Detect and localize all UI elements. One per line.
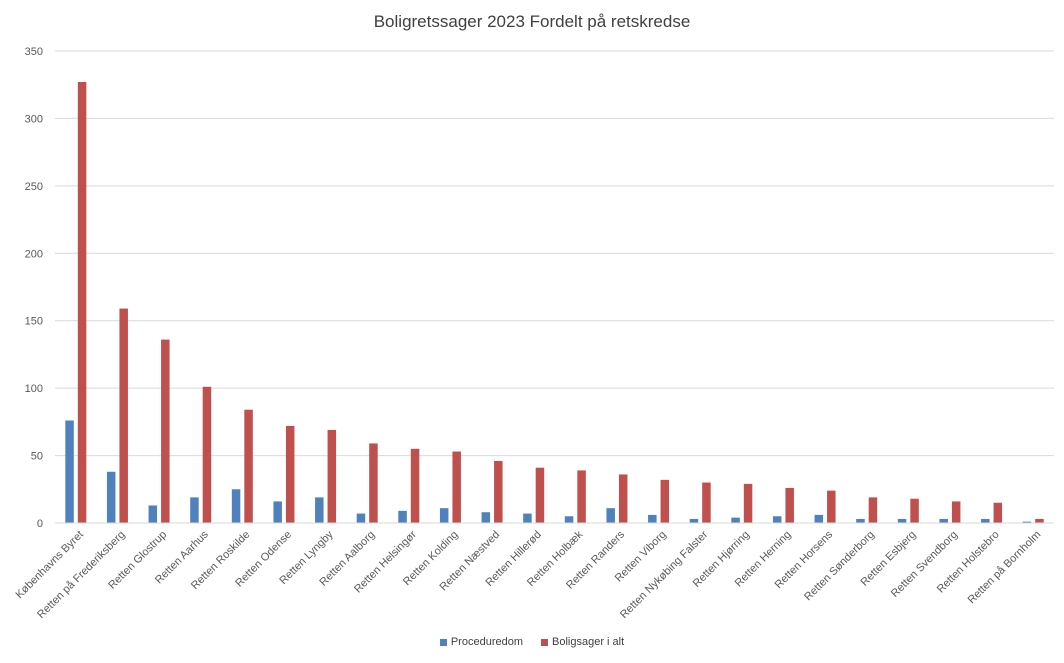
bar-proceduredom: [814, 514, 824, 523]
gridlines: [55, 50, 1054, 457]
bar-proceduredom: [564, 516, 574, 523]
legend: Proceduredom Boligsager i alt: [0, 636, 1064, 648]
bars: [65, 82, 1044, 523]
bar-proceduredom: [606, 508, 615, 523]
bar-boligsager: [702, 482, 711, 523]
bar-proceduredom: [523, 513, 532, 523]
bar-boligsager: [535, 467, 545, 523]
y-tick-label: 0: [37, 518, 43, 530]
y-tick-label: 250: [25, 181, 43, 193]
legend-label-proceduredom: Proceduredom: [450, 636, 523, 648]
bar-boligsager: [577, 470, 586, 523]
bar-proceduredom: [65, 420, 74, 523]
bar-boligsager: [327, 429, 337, 523]
y-tick-label: 350: [25, 46, 43, 58]
bar-proceduredom: [106, 471, 116, 523]
y-tick-label: 150: [25, 316, 43, 328]
bar-proceduredom: [939, 518, 948, 523]
bar-proceduredom: [856, 518, 865, 523]
chart-title: Boligretssager 2023 Fordelt på retskreds…: [373, 12, 691, 31]
x-tick-label: Retten på Bornholm: [966, 529, 1044, 607]
bar-boligsager: [77, 82, 87, 523]
bar-boligsager: [119, 308, 128, 523]
bar-proceduredom: [398, 510, 407, 523]
bar-boligsager: [618, 474, 628, 523]
bar-boligsager: [161, 339, 170, 523]
y-axis-ticks: 0 50 100 150 200 250 300 350: [25, 46, 43, 530]
bar-boligsager: [410, 448, 420, 523]
bar-boligsager: [868, 497, 878, 523]
y-tick-label: 300: [25, 113, 43, 125]
bar-boligsager: [785, 487, 794, 523]
x-tick-label: Retten Sønderborg: [802, 529, 877, 604]
bar-proceduredom: [1022, 521, 1032, 523]
bar-boligsager: [910, 498, 919, 523]
bar-proceduredom: [231, 489, 241, 523]
y-tick-label: 100: [25, 383, 43, 395]
legend-item-boligsager: Boligsager i alt: [541, 636, 624, 648]
bar-proceduredom: [648, 514, 657, 523]
bar-proceduredom: [772, 516, 782, 523]
bar-proceduredom: [731, 517, 740, 523]
bar-proceduredom: [273, 501, 282, 523]
bar-boligsager: [743, 483, 753, 523]
bar-proceduredom: [148, 505, 158, 523]
bar-proceduredom: [439, 508, 449, 523]
y-tick-label: 50: [31, 451, 43, 463]
bar-proceduredom: [481, 512, 491, 523]
bar-proceduredom: [190, 497, 199, 523]
bar-boligsager: [369, 443, 378, 523]
bar-proceduredom: [897, 518, 907, 523]
bar-boligsager: [285, 425, 295, 523]
x-tick-label: Københavns Byret: [13, 529, 85, 601]
bar-boligsager: [494, 460, 503, 523]
bar-boligsager: [827, 490, 836, 523]
bar-boligsager: [660, 479, 670, 523]
bar-boligsager: [452, 451, 461, 523]
bar-boligsager: [244, 409, 253, 523]
legend-label-boligsager: Boligsager i alt: [552, 636, 625, 648]
legend-item-proceduredom: Proceduredom: [439, 636, 523, 648]
bar-proceduredom: [981, 518, 990, 523]
y-tick-label: 200: [25, 248, 43, 260]
bar-boligsager: [1035, 518, 1044, 523]
bar-boligsager: [993, 502, 1003, 523]
bar-boligsager: [951, 501, 961, 523]
bar-proceduredom: [356, 513, 366, 523]
legend-swatch-boligsager: [541, 638, 548, 646]
bar-proceduredom: [689, 518, 699, 523]
bar-proceduredom: [315, 497, 324, 523]
legend-swatch-proceduredom: [439, 638, 447, 646]
bar-boligsager: [202, 386, 212, 523]
